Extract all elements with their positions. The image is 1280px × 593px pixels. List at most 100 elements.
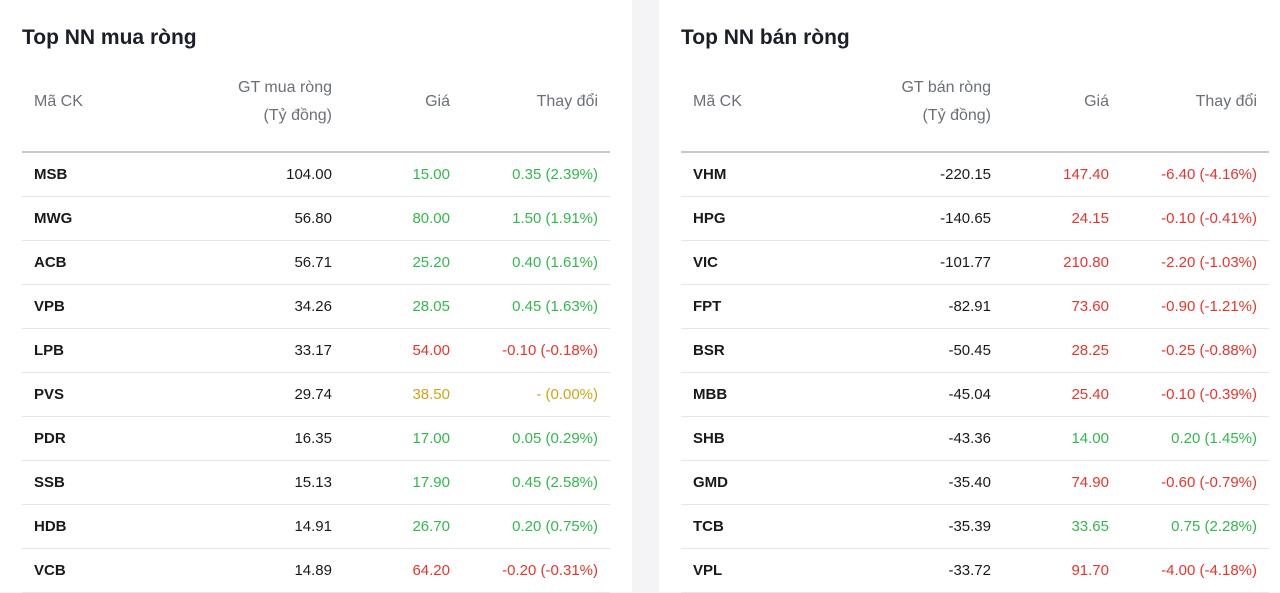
price: 54.00 (344, 328, 462, 373)
net-value: -101.77 (831, 240, 1003, 285)
stock-code[interactable]: SSB (22, 460, 172, 505)
net-value: 16.35 (172, 416, 344, 461)
price: 14.00 (1003, 416, 1121, 461)
stock-code[interactable]: PDR (22, 416, 172, 461)
top-sell-title: Top NN bán ròng (681, 26, 850, 49)
table-row[interactable]: MWG 56.80 80.00 1.50 (1.91%) (22, 196, 610, 241)
price-change: 0.20 (0.75%) (462, 504, 610, 549)
table-row[interactable]: VPB 34.26 28.05 0.45 (1.63%) (22, 284, 610, 329)
net-value: -220.15 (831, 152, 1003, 197)
table-row[interactable]: ACB 56.71 25.20 0.40 (1.61%) (22, 240, 610, 285)
net-value: 56.71 (172, 240, 344, 285)
price: 25.40 (1003, 372, 1121, 417)
table-row[interactable]: MBB -45.04 25.40 -0.10 (-0.39%) (681, 372, 1269, 417)
top-buy-panel: Top NN mua ròng Mã CK GT mua ròng (Tỷ đồn… (0, 0, 632, 593)
stock-code[interactable]: BSR (681, 328, 831, 373)
stock-code[interactable]: SHB (681, 416, 831, 461)
table-row[interactable]: FPT -82.91 73.60 -0.90 (-1.21%) (681, 284, 1269, 329)
net-value: -33.72 (831, 548, 1003, 593)
table-row[interactable]: HDB 14.91 26.70 0.20 (0.75%) (22, 504, 610, 549)
header-net-sell-value: GT bán ròng (Tỷ đồng) (831, 52, 1003, 153)
stock-code[interactable]: MBB (681, 372, 831, 417)
price: 80.00 (344, 196, 462, 241)
table-row[interactable]: PVS 29.74 38.50- (0.00%) (22, 372, 610, 417)
table-row[interactable]: VPL -33.72 91.70 -4.00 (-4.18%) (681, 548, 1269, 593)
price-change: -0.90 (-1.21%) (1121, 284, 1269, 329)
price-change: -0.10 (-0.18%) (462, 328, 610, 373)
top-sell-rows: VHM -220.15 147.40 -6.40 (-4.16%) HPG -140.65… (681, 152, 1269, 593)
stock-code[interactable]: VCB (22, 548, 172, 593)
stock-code[interactable]: VPL (681, 548, 831, 593)
table-row[interactable]: VCB 14.89 64.20 -0.20 (-0.31%) (22, 548, 610, 593)
net-value: 104.00 (172, 152, 344, 197)
net-value: -45.04 (831, 372, 1003, 417)
table-row[interactable]: HPG -140.65 24.15 -0.10 (-0.41%) (681, 196, 1269, 241)
table-row[interactable]: PDR 16.35 17.00 0.05 (0.29%) (22, 416, 610, 461)
price-change: 1.50 (1.91%) (462, 196, 610, 241)
table-row[interactable]: GMD -35.40 74.90 -0.60 (-0.79%) (681, 460, 1269, 505)
top-buy-title: Top NN mua ròng (22, 26, 197, 49)
price-change: 0.35 (2.39%) (462, 152, 610, 197)
price-change: 0.40 (1.61%) (462, 240, 610, 285)
top-sell-panel: Top NN bán ròng Mã CK GT bán ròng (Tỷ đồn… (659, 0, 1280, 593)
stock-code[interactable]: PVS (22, 372, 172, 417)
net-value: 34.26 (172, 284, 344, 329)
stock-code[interactable]: HDB (22, 504, 172, 549)
price: 17.00 (344, 416, 462, 461)
price: 25.20 (344, 240, 462, 285)
stock-code[interactable]: HPG (681, 196, 831, 241)
price: 210.80 (1003, 240, 1121, 285)
net-value: 14.91 (172, 504, 344, 549)
header-price: Giá (344, 52, 462, 153)
price-change: -0.20 (-0.31%) (462, 548, 610, 593)
stock-code[interactable]: GMD (681, 460, 831, 505)
table-row[interactable]: BSR -50.45 28.25 -0.25 (-0.88%) (681, 328, 1269, 373)
table-header-row: Mã CK GT bán ròng (Tỷ đồng) Giá Thay đổi (681, 52, 1269, 153)
net-value: -82.91 (831, 284, 1003, 329)
net-value: 14.89 (172, 548, 344, 593)
stock-code[interactable]: MWG (22, 196, 172, 241)
price-change: -2.20 (-1.03%) (1121, 240, 1269, 285)
table-row[interactable]: VIC -101.77 210.80 -2.20 (-1.03%) (681, 240, 1269, 285)
price-change: - (0.00%) (462, 372, 610, 417)
price-change: 0.45 (1.63%) (462, 284, 610, 329)
price-change: -0.25 (-0.88%) (1121, 328, 1269, 373)
net-value: -50.45 (831, 328, 1003, 373)
price-change: -0.10 (-0.41%) (1121, 196, 1269, 241)
table-header-row: Mã CK GT mua ròng (Tỷ đồng) Giá Thay đổi (22, 52, 610, 153)
table-row[interactable]: SHB -43.36 14.00 0.20 (1.45%) (681, 416, 1269, 461)
net-value: 15.13 (172, 460, 344, 505)
table-row[interactable]: VHM -220.15 147.40 -6.40 (-4.16%) (681, 152, 1269, 197)
top-buy-table: Mã CK GT mua ròng (Tỷ đồng) Giá Thay đổi … (22, 52, 610, 593)
table-row[interactable]: MSB 104.00 15.00 0.35 (2.39%) (22, 152, 610, 197)
stock-code[interactable]: TCB (681, 504, 831, 549)
table-row[interactable]: LPB 33.17 54.00 -0.10 (-0.18%) (22, 328, 610, 373)
price-change: -4.00 (-4.18%) (1121, 548, 1269, 593)
price-change: 0.45 (2.58%) (462, 460, 610, 505)
net-value: 29.74 (172, 372, 344, 417)
stock-code[interactable]: LPB (22, 328, 172, 373)
top-sell-table: Mã CK GT bán ròng (Tỷ đồng) Giá Thay đổi … (681, 52, 1269, 593)
price-change: -0.10 (-0.39%) (1121, 372, 1269, 417)
price: 73.60 (1003, 284, 1121, 329)
price-change: 0.05 (0.29%) (462, 416, 610, 461)
price-change: -6.40 (-4.16%) (1121, 152, 1269, 197)
stock-code[interactable]: ACB (22, 240, 172, 285)
price: 147.40 (1003, 152, 1121, 197)
stock-code[interactable]: VPB (22, 284, 172, 329)
header-price: Giá (1003, 52, 1121, 153)
stock-code[interactable]: VHM (681, 152, 831, 197)
price: 64.20 (344, 548, 462, 593)
header-code: Mã CK (22, 52, 172, 153)
price: 91.70 (1003, 548, 1121, 593)
stock-code[interactable]: FPT (681, 284, 831, 329)
table-row[interactable]: TCB -35.39 33.65 0.75 (2.28%) (681, 504, 1269, 549)
stock-code[interactable]: VIC (681, 240, 831, 285)
net-value: -140.65 (831, 196, 1003, 241)
net-value: 33.17 (172, 328, 344, 373)
stock-code[interactable]: MSB (22, 152, 172, 197)
price: 17.90 (344, 460, 462, 505)
table-row[interactable]: SSB 15.13 17.90 0.45 (2.58%) (22, 460, 610, 505)
price-change: 0.75 (2.28%) (1121, 504, 1269, 549)
price: 28.05 (344, 284, 462, 329)
